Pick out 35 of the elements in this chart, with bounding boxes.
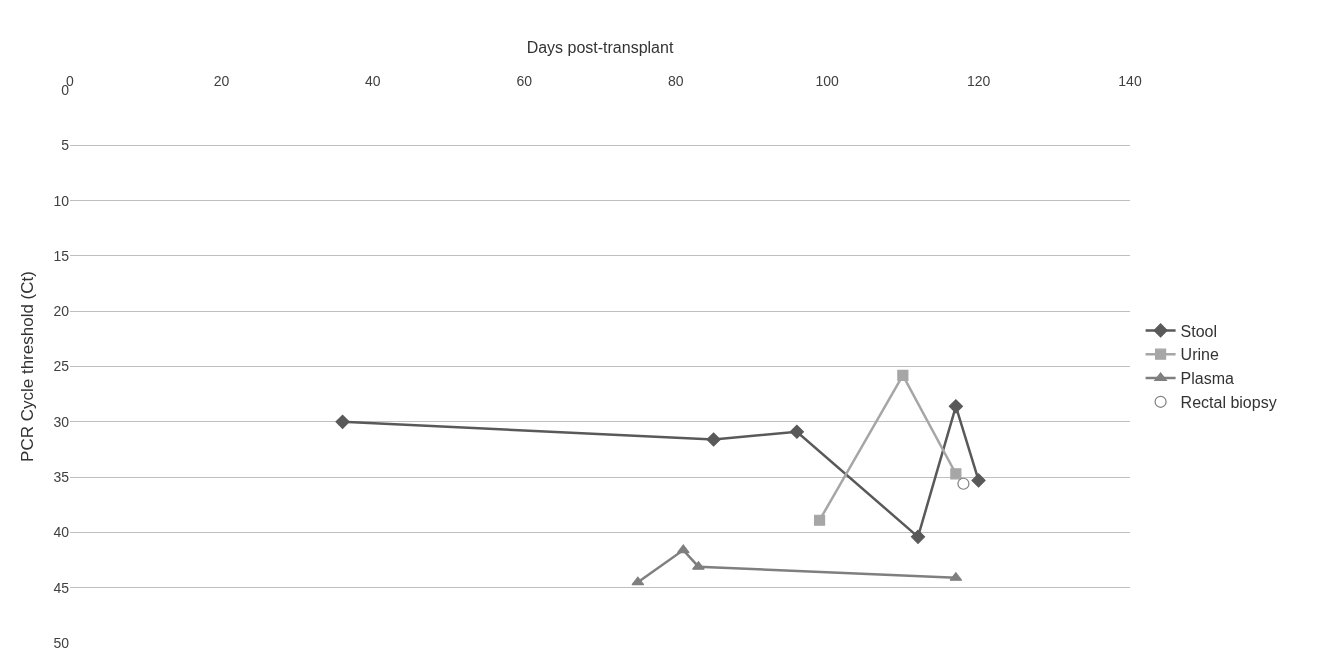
- y-axis-title: PCR Cycle threshold (Ct): [17, 271, 37, 462]
- x-tick-label: 120: [966, 73, 991, 90]
- point: [948, 399, 963, 414]
- point: [706, 432, 721, 447]
- y-tick-label: 30: [53, 413, 70, 430]
- legend-label: Stool: [1180, 322, 1218, 340]
- point: [676, 544, 690, 554]
- y-tick-label: 45: [53, 579, 70, 596]
- y-tick-label: 25: [53, 358, 70, 375]
- y-tick-label: 5: [61, 137, 70, 154]
- point: [957, 477, 970, 490]
- y-tick-label: 20: [53, 303, 70, 320]
- y-tick-label: 40: [53, 524, 70, 541]
- x-tick-label: 40: [365, 73, 381, 90]
- point: [950, 468, 962, 480]
- x-tick-label: 140: [1118, 73, 1142, 90]
- legend-label: Urine: [1180, 346, 1219, 364]
- legend-label: Plasma: [1180, 370, 1235, 388]
- point: [631, 576, 645, 586]
- y-tick-label: 35: [53, 469, 70, 485]
- point: [971, 473, 986, 488]
- point: [813, 514, 826, 526]
- point: [910, 529, 926, 544]
- y-tick-label: 10: [53, 192, 70, 209]
- x-tick-label: 20: [213, 73, 230, 90]
- y-tick-label: 50: [53, 634, 70, 651]
- y-tick-label: 15: [53, 247, 70, 264]
- x-axis-title: Days post-transplant: [526, 39, 674, 57]
- legend-label: Rectal biopsy: [1180, 394, 1277, 412]
- x-tick-label: 80: [667, 73, 684, 90]
- x-tick-label: 100: [815, 73, 840, 90]
- point: [335, 414, 350, 429]
- x-tick-label: 60: [516, 73, 533, 90]
- point: [789, 424, 804, 439]
- point: [897, 369, 909, 381]
